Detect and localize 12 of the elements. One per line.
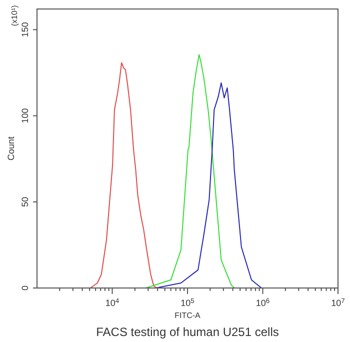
x-tick-label: 10$^{7}$ [331, 298, 346, 308]
y-tick-label: 50 [20, 196, 30, 207]
y-axis-title: Count [6, 136, 16, 161]
y-tick-label: 150 [20, 22, 30, 38]
y-tick-label: 0 [20, 285, 30, 291]
x-axis-title: FITC-A [174, 311, 202, 320]
y-tick-label: 100 [20, 108, 30, 124]
x-tick-label: 10$^{4}$ [105, 298, 120, 308]
text: (x10¹) [10, 4, 19, 26]
x-tick-label: 10$^{6}$ [256, 298, 270, 308]
x-tick-label: 10$^{5}$ [180, 298, 195, 308]
text: FACS testing of human U251 cells [96, 325, 279, 339]
